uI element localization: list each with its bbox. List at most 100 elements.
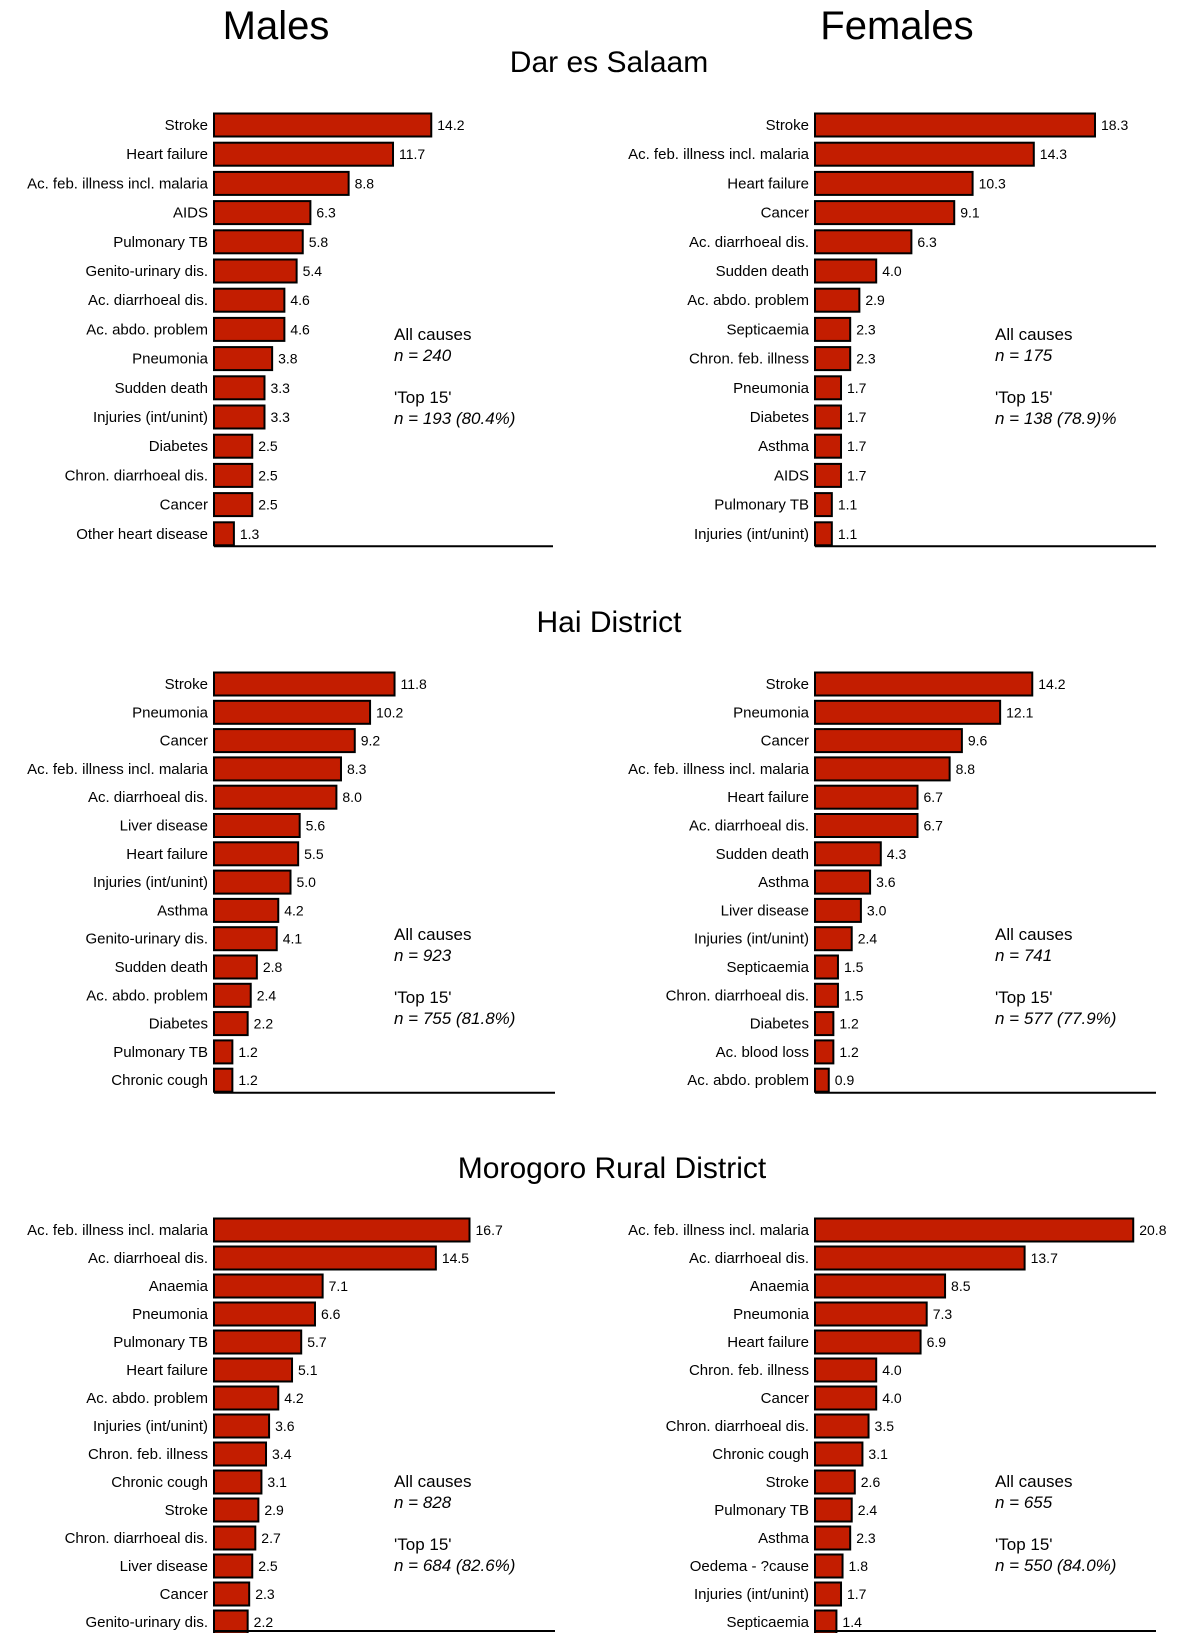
category-label: Heart failure: [126, 146, 208, 163]
data-label: 4.0: [882, 1362, 902, 1378]
data-label: 8.8: [355, 175, 375, 191]
bar: [814, 1469, 856, 1495]
data-label: 1.7: [847, 409, 867, 425]
data-label: 1.7: [847, 380, 867, 396]
data-label: 3.4: [272, 1446, 292, 1462]
bar: [814, 1245, 1026, 1271]
bar: [213, 462, 254, 488]
category-label: Sudden death: [716, 263, 809, 280]
bar: [213, 784, 338, 810]
data-label: 5.0: [297, 874, 317, 890]
bar: [814, 813, 919, 838]
data-label: 2.4: [858, 931, 878, 947]
data-label: 4.2: [284, 902, 304, 918]
data-label: 7.3: [933, 1306, 953, 1322]
category-label: Pneumonia: [132, 351, 209, 368]
data-label: 1.4: [842, 1614, 862, 1630]
bar: [213, 1357, 294, 1383]
data-label: 1.1: [838, 526, 858, 542]
data-label: 2.9: [264, 1502, 284, 1518]
category-label: Sudden death: [115, 380, 208, 397]
data-label: 1.2: [839, 1044, 859, 1060]
annotation-line-1: All causes: [394, 1472, 471, 1491]
category-label: Ac. abdo. problem: [687, 1072, 809, 1089]
bar: [213, 170, 350, 196]
bar: [213, 1245, 437, 1271]
bar: [213, 141, 395, 167]
category-label: AIDS: [173, 205, 208, 222]
bar: [213, 897, 280, 923]
category-label: Chron. diarrhoeal dis.: [666, 987, 809, 1004]
bar: [213, 869, 292, 895]
bar: [814, 404, 843, 430]
data-label: 11.7: [399, 146, 425, 162]
bar: [213, 200, 312, 226]
category-label: Septicaemia: [726, 321, 809, 338]
category-label: Ac. blood loss: [716, 1044, 809, 1061]
data-label: 2.3: [255, 1586, 275, 1602]
category-label: Septicaemia: [726, 959, 809, 976]
data-label: 2.5: [258, 438, 278, 454]
data-label: 1.2: [238, 1044, 258, 1060]
category-label: Pulmonary TB: [113, 234, 208, 251]
data-label: 2.3: [856, 321, 876, 337]
data-label: 2.9: [865, 292, 885, 308]
data-label: 2.5: [258, 497, 278, 513]
annotation-line-1: All causes: [995, 325, 1072, 344]
bar: [814, 841, 882, 867]
category-label: Oedema - ?cause: [690, 1558, 809, 1575]
bar: [213, 433, 254, 459]
bar: [213, 1039, 234, 1065]
bar: [814, 671, 1034, 697]
category-label: Sudden death: [115, 959, 208, 976]
category-label: Heart failure: [727, 789, 809, 806]
data-label: 5.7: [307, 1334, 327, 1350]
data-label: 2.8: [263, 959, 283, 975]
bar: [213, 1385, 280, 1411]
data-label: 3.5: [875, 1418, 895, 1434]
bar: [814, 1553, 844, 1579]
data-label: 8.3: [347, 761, 367, 777]
bar: [814, 1581, 843, 1607]
category-label: Cancer: [761, 1390, 809, 1407]
annotation-line-1: All causes: [995, 1472, 1072, 1491]
data-label: 2.2: [254, 1614, 274, 1630]
category-label: Stroke: [165, 1502, 208, 1519]
bar: [814, 287, 861, 313]
data-label: 8.0: [342, 789, 362, 805]
data-label: 2.3: [856, 1530, 876, 1546]
category-label: Cancer: [160, 733, 208, 750]
bar: [213, 926, 278, 952]
category-label: Injuries (int/unint): [694, 931, 809, 948]
category-label: Ac. diarrhoeal dis.: [88, 292, 208, 309]
bar: [213, 1581, 251, 1607]
category-label: Anaemia: [149, 1278, 209, 1295]
data-label: 2.5: [258, 1558, 278, 1574]
bar: [814, 316, 852, 342]
bar: [213, 1441, 268, 1467]
data-label: 2.7: [261, 1530, 281, 1546]
data-label: 14.2: [1038, 676, 1065, 692]
bar: [213, 841, 300, 867]
bar: [814, 784, 919, 810]
category-label: Ac. feb. illness incl. malaria: [27, 761, 209, 778]
category-label: Other heart disease: [76, 526, 208, 543]
data-label: 6.3: [917, 234, 937, 250]
bar: [213, 982, 252, 1008]
bar: [213, 954, 258, 980]
category-label: Cancer: [160, 497, 208, 514]
bar: [814, 1039, 835, 1065]
category-label: Pneumonia: [733, 380, 810, 397]
annotation-line-2: n = 175: [995, 346, 1053, 365]
category-label: Liver disease: [120, 1558, 208, 1575]
bar: [213, 813, 301, 838]
annotation-line-3: 'Top 15': [394, 988, 452, 1007]
bar: [213, 1413, 271, 1439]
category-label: Liver disease: [120, 818, 208, 835]
category-label: Ac. diarrhoeal dis.: [689, 818, 809, 835]
bar: [814, 1067, 830, 1093]
bar: [814, 982, 839, 1008]
data-label: 4.1: [283, 931, 303, 947]
bar: [213, 521, 235, 547]
bar: [814, 926, 853, 952]
